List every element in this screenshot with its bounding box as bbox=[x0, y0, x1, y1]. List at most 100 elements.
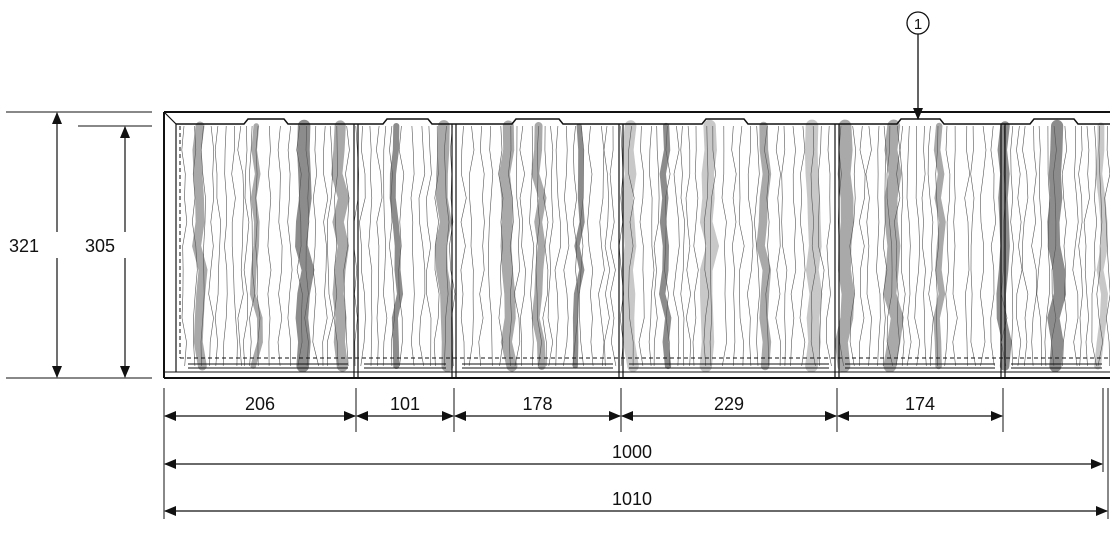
grain-line bbox=[882, 125, 888, 367]
grain-line bbox=[598, 125, 605, 367]
dim-label-panel-width: 206 bbox=[245, 394, 275, 414]
grain-line bbox=[952, 125, 958, 367]
grain-line bbox=[191, 125, 198, 367]
grain-line bbox=[478, 125, 485, 367]
grain-line bbox=[554, 125, 562, 367]
grain-line bbox=[764, 125, 770, 367]
grain-line bbox=[200, 125, 206, 367]
grain-line bbox=[1061, 125, 1067, 367]
grain-line bbox=[747, 125, 754, 367]
grain-line bbox=[222, 125, 228, 367]
grain-line bbox=[287, 125, 293, 367]
dim-label-overall-height: 321 bbox=[9, 236, 39, 256]
grain-line bbox=[754, 125, 760, 367]
grain-line bbox=[535, 125, 542, 367]
dim-label-overall-length: 1010 bbox=[612, 489, 652, 509]
grain-line bbox=[267, 125, 272, 367]
grain-line bbox=[1104, 125, 1110, 367]
grain-line bbox=[231, 125, 238, 367]
grain-line bbox=[673, 125, 680, 367]
dim-label-panel-width: 229 bbox=[714, 394, 744, 414]
grain-line bbox=[1036, 125, 1042, 367]
grain-line bbox=[237, 125, 245, 367]
callout-number: 1 bbox=[914, 16, 922, 33]
grain-line bbox=[721, 125, 727, 367]
grain-streak bbox=[498, 120, 518, 372]
grain-line bbox=[692, 125, 699, 367]
grain-line bbox=[519, 125, 526, 367]
grain-line bbox=[893, 125, 901, 367]
grain-line bbox=[418, 125, 426, 367]
grain-line bbox=[609, 125, 617, 367]
grain-line bbox=[1044, 125, 1050, 367]
grain-line bbox=[790, 125, 797, 367]
grain-line bbox=[389, 125, 395, 367]
width-dimensions: 206 101 178 229 174 bbox=[163, 388, 1004, 432]
grain-streak bbox=[834, 119, 855, 373]
grain-line bbox=[865, 125, 872, 367]
grain-line bbox=[426, 125, 432, 367]
grain-line bbox=[664, 125, 671, 366]
grain-line bbox=[513, 125, 521, 367]
grain-line bbox=[709, 125, 716, 367]
grain-line bbox=[433, 125, 440, 367]
grain-line bbox=[603, 125, 611, 367]
grain-line bbox=[488, 125, 494, 367]
grain-line bbox=[731, 125, 737, 367]
grain-line bbox=[899, 125, 906, 367]
grain-line bbox=[921, 125, 927, 367]
grain-streak bbox=[658, 122, 672, 370]
dim-label-panel-width: 101 bbox=[390, 394, 420, 414]
grain-line bbox=[775, 125, 781, 367]
grain-line bbox=[326, 125, 334, 367]
wood-grain-texture bbox=[181, 119, 1110, 373]
grain-line bbox=[738, 125, 745, 367]
grain-streak bbox=[621, 120, 639, 372]
grain-line bbox=[359, 125, 366, 367]
grain-line bbox=[810, 125, 817, 367]
grain-line bbox=[468, 125, 475, 367]
grain-line bbox=[970, 125, 976, 367]
grain-streak bbox=[699, 119, 720, 373]
grain-line bbox=[906, 125, 912, 367]
grain-line bbox=[587, 125, 594, 367]
grain-line bbox=[368, 125, 373, 367]
grain-line bbox=[648, 125, 655, 367]
grain-line bbox=[333, 125, 339, 367]
grain-streak bbox=[295, 119, 315, 373]
grain-line bbox=[542, 125, 549, 367]
grain-line bbox=[572, 125, 579, 367]
grain-line bbox=[858, 125, 866, 367]
bottom-rails bbox=[188, 363, 1102, 369]
grain-line bbox=[181, 125, 188, 367]
grain-line bbox=[563, 125, 570, 367]
grain-line bbox=[1022, 125, 1029, 367]
grain-line bbox=[343, 125, 350, 367]
grain-line bbox=[529, 125, 535, 367]
grain-line bbox=[1096, 125, 1104, 367]
dim-label-panel-width: 178 bbox=[522, 394, 552, 414]
grain-streak bbox=[331, 120, 350, 372]
grain-line bbox=[653, 125, 660, 367]
grain-line bbox=[1083, 125, 1090, 367]
grain-line bbox=[703, 125, 710, 367]
label-mask-overall-height bbox=[28, 232, 86, 258]
grain-line bbox=[249, 125, 256, 367]
grain-line bbox=[1091, 125, 1098, 367]
grain-line bbox=[398, 125, 405, 367]
grain-line bbox=[498, 125, 504, 367]
grain-line bbox=[242, 125, 250, 367]
grain-line bbox=[277, 125, 283, 367]
grain-line bbox=[876, 125, 881, 367]
grain-line bbox=[799, 125, 806, 367]
grain-line bbox=[443, 125, 450, 367]
grain-streak bbox=[192, 121, 208, 371]
grain-line bbox=[1051, 125, 1057, 367]
grain-line bbox=[579, 125, 585, 367]
grain-line bbox=[410, 125, 415, 367]
grain-line bbox=[1031, 125, 1037, 367]
grain-streak bbox=[1047, 119, 1067, 373]
grain-line bbox=[304, 125, 310, 367]
grain-line bbox=[927, 125, 934, 367]
